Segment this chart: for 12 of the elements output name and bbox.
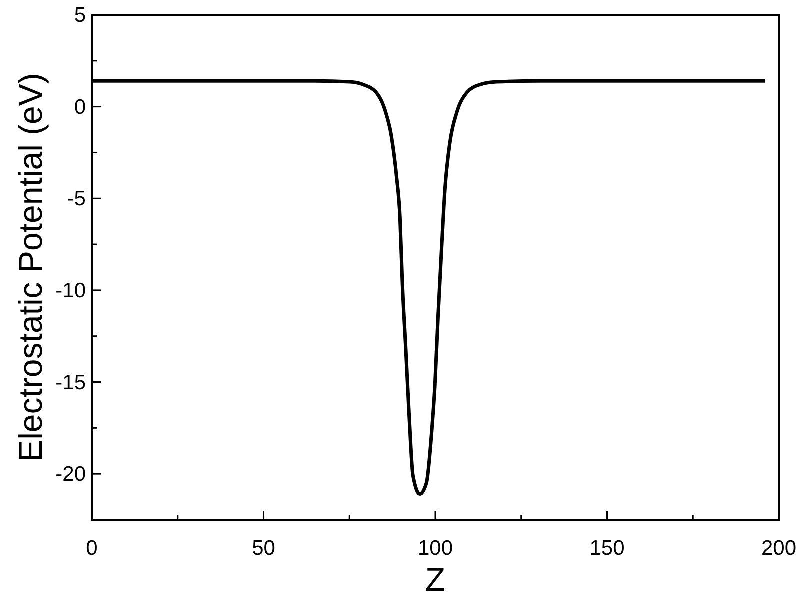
- x-axis-title: Z: [425, 561, 446, 598]
- y-tick-label: -10: [56, 279, 86, 302]
- y-tick-label: -15: [56, 371, 86, 394]
- y-axis-title: Electrostatic Potential (eV): [12, 73, 49, 462]
- y-tick-label: -20: [56, 463, 86, 486]
- x-tick-label: 50: [252, 537, 276, 560]
- x-tick-label: 100: [418, 537, 454, 560]
- y-tick-label: 0: [74, 96, 86, 119]
- y-tick-label: -5: [67, 188, 86, 211]
- y-tick-label: 5: [74, 4, 86, 27]
- x-tick-label: 200: [761, 537, 797, 560]
- x-tick-label: 150: [590, 537, 625, 560]
